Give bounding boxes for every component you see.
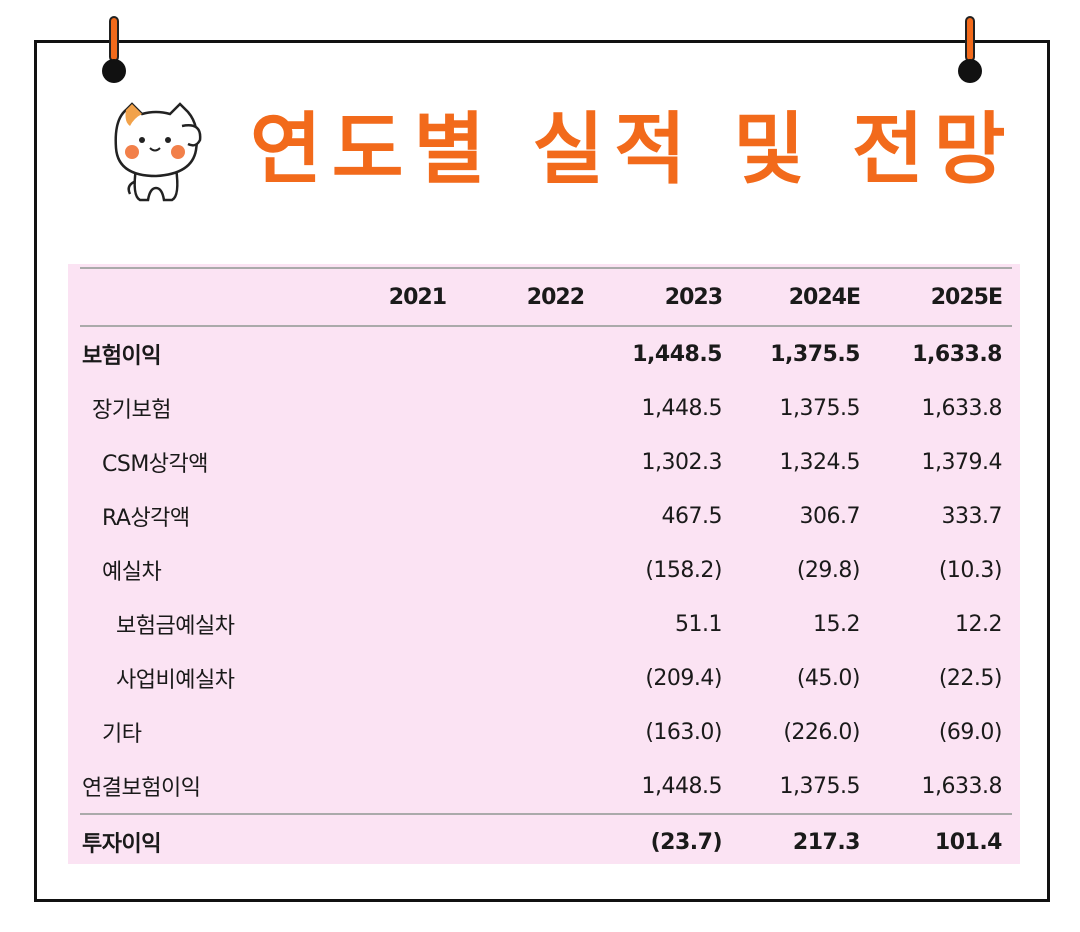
value-cell: 1,375.5: [779, 395, 861, 421]
header-cell: 2025E: [870, 267, 1012, 327]
header-cell: 2023: [594, 267, 732, 327]
header-cell: 2022: [456, 267, 594, 327]
value-cell: 12.2: [955, 611, 1002, 637]
table-row: 사업비예실차 (209.4) (45.0) (22.5): [80, 651, 1012, 705]
value-cell: [318, 597, 456, 651]
value-cell: 15.2: [813, 611, 860, 637]
value-cell: 1,324.5: [779, 449, 861, 475]
value-cell: 51.1: [675, 611, 722, 637]
value-cell: [456, 651, 594, 705]
header-cell: 2021: [318, 267, 456, 327]
value-cell: [318, 326, 456, 381]
row-label: 사업비예실차: [116, 668, 235, 693]
value-cell: (22.5): [938, 665, 1003, 691]
value-cell: [456, 813, 594, 869]
page-title: 연도별 실적 및 전망: [250, 105, 1016, 195]
value-cell: [318, 813, 456, 869]
value-cell: [318, 489, 456, 543]
value-cell: [318, 543, 456, 597]
header-label-cell: [80, 267, 318, 327]
value-cell: [456, 326, 594, 381]
row-label: 예실차: [102, 560, 162, 585]
value-cell: (163.0): [645, 719, 722, 745]
value-cell: (209.4): [645, 665, 722, 691]
value-cell: 1,375.5: [770, 341, 860, 367]
value-cell: 1,375.5: [779, 773, 861, 799]
value-cell: [318, 759, 456, 814]
table-row: 장기보험 1,448.5 1,375.5 1,633.8: [80, 381, 1012, 435]
value-cell: (45.0): [796, 665, 861, 691]
table-row: CSM상각액 1,302.3 1,324.5 1,379.4: [80, 435, 1012, 489]
financial-table-panel: 2021 2022 2023 2024E 2025E 보험이익 1,448.5 …: [68, 264, 1020, 869]
row-label: 보험이익: [82, 344, 161, 369]
value-cell: (10.3): [938, 557, 1003, 583]
value-cell: 1,448.5: [632, 341, 722, 367]
row-label: 기타: [102, 722, 142, 747]
table-row: 보험금예실차 51.1 15.2 12.2: [80, 597, 1012, 651]
pin-icon: [958, 16, 982, 83]
value-cell: 1,633.8: [921, 773, 1003, 799]
value-cell: [456, 489, 594, 543]
value-cell: [318, 651, 456, 705]
row-label: 투자이익: [80, 813, 318, 869]
table-row: 기타 (163.0) (226.0) (69.0): [80, 705, 1012, 759]
value-cell: [318, 381, 456, 435]
value-cell: [456, 597, 594, 651]
value-cell: [318, 705, 456, 759]
value-cell: 1,633.8: [912, 341, 1002, 367]
row-label: 장기보험: [92, 398, 171, 423]
value-cell: 1,379.4: [921, 449, 1003, 475]
value-cell: [456, 435, 594, 489]
header-cell: 2024E: [732, 267, 870, 327]
value-cell: 1,302.3: [641, 449, 723, 475]
value-cell: (69.0): [938, 719, 1003, 745]
table-row: 보험이익 1,448.5 1,375.5 1,633.8: [80, 326, 1012, 381]
row-label: 연결보험이익: [82, 776, 201, 801]
value-cell: [318, 435, 456, 489]
value-cell: 1,448.5: [641, 773, 723, 799]
value-cell: 217.3: [732, 813, 870, 869]
value-cell: (23.7): [594, 813, 732, 869]
financial-table: 2021 2022 2023 2024E 2025E 보험이익 1,448.5 …: [80, 267, 1012, 869]
row-label: 보험금예실차: [116, 614, 235, 639]
value-cell: 333.7: [941, 503, 1003, 529]
row-label: RA상각액: [102, 506, 190, 531]
pin-icon: [102, 16, 126, 83]
row-label: CSM상각액: [102, 452, 209, 477]
table-header-row: 2021 2022 2023 2024E 2025E: [80, 267, 1012, 327]
value-cell: 101.4: [870, 813, 1012, 869]
table-row: 투자이익 (23.7) 217.3 101.4: [80, 813, 1012, 869]
value-cell: 306.7: [799, 503, 861, 529]
cat-mascot-icon: [114, 102, 202, 202]
value-cell: [456, 543, 594, 597]
value-cell: 467.5: [661, 503, 723, 529]
table-row: 연결보험이익 1,448.5 1,375.5 1,633.8: [80, 759, 1012, 814]
value-cell: (158.2): [645, 557, 722, 583]
value-cell: [456, 381, 594, 435]
value-cell: (226.0): [783, 719, 860, 745]
value-cell: 1,448.5: [641, 395, 723, 421]
value-cell: [456, 705, 594, 759]
value-cell: [456, 759, 594, 814]
value-cell: 1,633.8: [921, 395, 1003, 421]
value-cell: (29.8): [796, 557, 861, 583]
table-row: 예실차 (158.2) (29.8) (10.3): [80, 543, 1012, 597]
table-row: RA상각액 467.5 306.7 333.7: [80, 489, 1012, 543]
